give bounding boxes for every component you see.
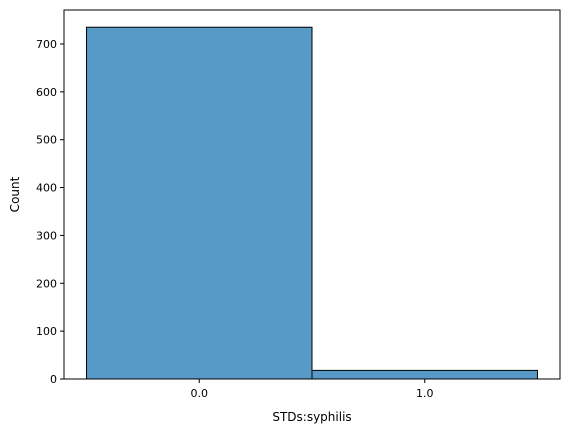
- y-tick-label: 0: [50, 373, 57, 386]
- x-axis-ticks: 0.0 1.0: [191, 379, 434, 400]
- y-tick-label: 300: [36, 229, 57, 242]
- x-tick-label: 0.0: [191, 387, 209, 400]
- y-tick-label: 500: [36, 134, 57, 147]
- y-tick-label: 600: [36, 86, 57, 99]
- bar-0.0: [87, 27, 312, 379]
- bars-group: [87, 27, 538, 379]
- y-axis-ticks: 0 100 200 300 400 500 600 700: [36, 38, 64, 386]
- y-tick-label: 400: [36, 182, 57, 195]
- y-axis-label: Count: [8, 176, 22, 212]
- y-tick-label: 100: [36, 325, 57, 338]
- y-tick-label: 700: [36, 38, 57, 51]
- bar-1.0: [312, 370, 537, 379]
- y-tick-label: 200: [36, 277, 57, 290]
- x-axis-label: STDs:syphilis: [272, 410, 351, 424]
- x-tick-label: 1.0: [416, 387, 434, 400]
